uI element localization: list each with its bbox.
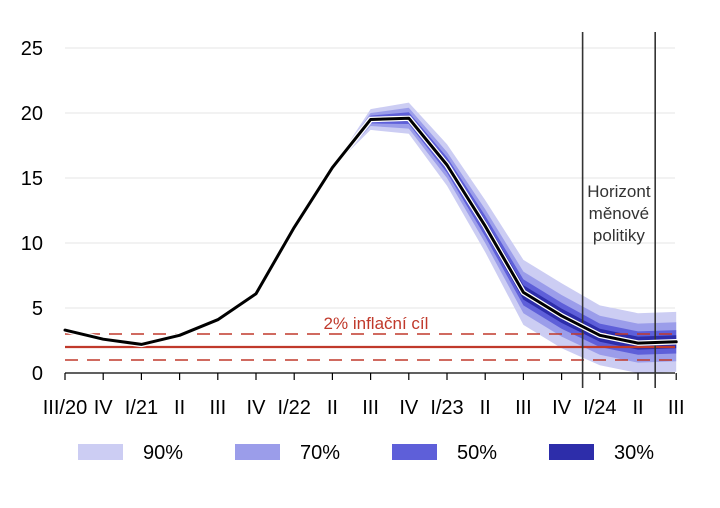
legend-swatch xyxy=(235,444,280,460)
x-tick-label-13: IV xyxy=(552,397,572,419)
legend-swatch xyxy=(392,444,437,460)
y-tick-label-20: 20 xyxy=(21,103,43,125)
legend-item-50pct: 50% xyxy=(392,442,497,464)
policy-horizon-label-line-2: politiky xyxy=(593,226,645,245)
x-axis-ticks: III/20 IV I/21 II III IV I/22 II III IV I/23 II III I… xyxy=(43,373,685,419)
x-tick-label-7: II xyxy=(327,397,338,419)
x-tick-label-12: III xyxy=(515,397,532,419)
policy-horizon-label-line-0: Horizont xyxy=(587,182,651,201)
x-tick-label-1: IV xyxy=(94,397,114,419)
y-axis-ticks: 0 5 10 15 20 25 xyxy=(21,38,43,385)
policy-horizon-label-line-1: měnové xyxy=(589,204,649,223)
legend-swatch xyxy=(78,444,123,460)
fan-band-90pct xyxy=(332,102,677,373)
x-tick-label-14: I/24 xyxy=(583,397,616,419)
legend-label: 70% xyxy=(300,442,340,464)
y-tick-label-0: 0 xyxy=(32,363,43,385)
legend-item-30pct: 30% xyxy=(549,442,654,464)
x-tick-label-2: I/21 xyxy=(125,397,158,419)
x-tick-label-4: III xyxy=(209,397,226,419)
x-tick-label-15: II xyxy=(632,397,643,419)
legend-label: 30% xyxy=(614,442,654,464)
x-tick-label-10: I/23 xyxy=(430,397,463,419)
x-tick-label-16: III xyxy=(668,397,685,419)
y-tick-label-10: 10 xyxy=(21,233,43,255)
legend-item-70pct: 70% xyxy=(235,442,340,464)
x-tick-label-11: II xyxy=(480,397,491,419)
x-tick-label-6: I/22 xyxy=(278,397,311,419)
y-tick-label-5: 5 xyxy=(32,298,43,320)
forecast-fan xyxy=(332,102,677,373)
legend-swatch xyxy=(549,444,594,460)
y-tick-label-15: 15 xyxy=(21,168,43,190)
x-tick-label-9: IV xyxy=(399,397,419,419)
x-tick-label-8: III xyxy=(362,397,379,419)
inflation-target: 2% inflační cíl xyxy=(65,314,675,361)
grid-lines xyxy=(65,47,675,309)
series-lines xyxy=(62,115,679,348)
x-tick-label-3: II xyxy=(174,397,185,419)
legend-label: 90% xyxy=(143,442,183,464)
inflation-target-label: 2% inflační cíl xyxy=(324,314,429,333)
series-line-0 xyxy=(63,116,678,346)
legend-label: 50% xyxy=(457,442,497,464)
x-tick-label-5: IV xyxy=(247,397,267,419)
legend-item-90pct: 90% xyxy=(78,442,183,464)
legend: 90% 70% 50% 30% xyxy=(78,442,654,464)
y-tick-label-25: 25 xyxy=(21,38,43,60)
x-tick-label-0: III/20 xyxy=(43,397,87,419)
